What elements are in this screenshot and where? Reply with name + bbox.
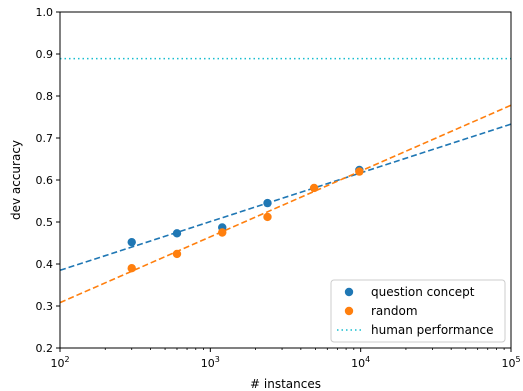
- y-tick-label-8: 1.0: [36, 6, 54, 19]
- point-series-1-3: [263, 212, 272, 222]
- legend-box: [330, 279, 506, 343]
- y-tick-label-1: 0.3: [36, 300, 54, 313]
- legend-label-1: random: [371, 304, 418, 318]
- point-series-0-1: [172, 229, 182, 238]
- point-series-1-0: [127, 264, 136, 273]
- y-tick-label-0: 0.2: [36, 342, 54, 355]
- y-tick-label-4: 0.6: [36, 174, 54, 187]
- x-axis-title: # instances: [250, 377, 321, 391]
- y-tick-label-7: 0.9: [36, 48, 54, 61]
- y-axis-ticks: 0.2 0.3 0.4 0.5 0.6 0.7 0.8 0.9 1.0: [36, 6, 60, 355]
- legend-label-ref-0: human performance: [371, 323, 494, 337]
- y-axis-title: dev accuracy: [9, 140, 23, 220]
- y-tick-label-3: 0.5: [36, 216, 54, 229]
- fit-line-series-0: [59, 123, 512, 272]
- x-tick-label-1: 103: [201, 355, 220, 370]
- point-series-1-4: [309, 183, 319, 193]
- legend-marker-0: [344, 287, 354, 297]
- x-tick-label-3: 105: [501, 355, 520, 370]
- point-series-1-5: [355, 167, 364, 176]
- point-series-0-0: [127, 237, 136, 247]
- y-tick-label-6: 0.8: [36, 90, 54, 103]
- y-tick-label-2: 0.4: [36, 258, 54, 271]
- y-tick-label-5: 0.7: [36, 132, 54, 145]
- point-series-1-1: [172, 249, 182, 259]
- x-tick-label-0: 102: [50, 355, 69, 370]
- point-series-0-3: [263, 198, 272, 208]
- x-tick-label-2: 104: [351, 355, 370, 370]
- data-points: [127, 165, 364, 273]
- x-axis-ticks: 102 103 104 105: [50, 348, 521, 370]
- legend-label-0: question concept: [371, 285, 475, 299]
- legend-marker-1: [344, 306, 354, 316]
- legend: question concept random human performance: [330, 279, 506, 343]
- point-series-1-2: [218, 228, 227, 237]
